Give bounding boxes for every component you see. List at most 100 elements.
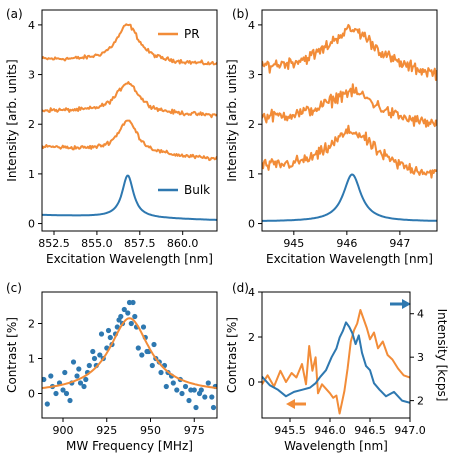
ylabel-b: Intensity [arb. units] <box>225 59 239 181</box>
ytick-label-a-3: 3 <box>28 69 35 82</box>
ytick-label-c-2: 2 <box>28 318 35 331</box>
series-line-contrast <box>262 309 410 415</box>
panel-label-a: (a) <box>6 7 23 21</box>
data-point-12 <box>74 373 80 379</box>
series-line-b-0 <box>262 23 437 81</box>
data-point-61 <box>186 397 192 404</box>
ylabel-d: Contrast [%] <box>225 317 239 393</box>
panel-label-c: (c) <box>6 281 22 295</box>
legend-label-bulk: Bulk <box>184 183 210 197</box>
data-point-23 <box>98 331 105 337</box>
data-point-35 <box>125 310 131 316</box>
panel-d: 2 3 4 Intensity [kcps] 945.5 946.0 946.5 947.0 0… <box>225 281 449 453</box>
data-point-13 <box>76 366 82 372</box>
series-line-a-3 <box>42 174 217 221</box>
panel-label-d: (d) <box>232 281 249 295</box>
ytick-label-b-4: 4 <box>248 19 255 32</box>
xtick-label-c-1: 925 <box>96 424 117 437</box>
xtick-label-a-0: 852.5 <box>38 237 70 250</box>
arrow-right-head <box>402 299 411 309</box>
data-point-0 <box>42 376 47 383</box>
series-line-b-2 <box>262 124 437 179</box>
plot-area-a <box>42 23 217 221</box>
xtick-label-b-1: 946 <box>336 237 357 250</box>
data-point-53 <box>163 383 169 390</box>
data-point-11 <box>70 359 77 365</box>
xlabel-c: MW Frequency [MHz] <box>66 439 193 453</box>
axes-frame-c <box>41 291 218 419</box>
data-point-20 <box>91 355 98 362</box>
data-point-69 <box>209 394 215 400</box>
data-point-34 <box>121 306 127 313</box>
series-line-a-0 <box>42 23 217 66</box>
ytick-label-right-1: 3 <box>417 351 424 364</box>
data-point-30 <box>114 324 120 330</box>
data-point-47 <box>149 362 155 369</box>
data-point-42 <box>139 352 145 358</box>
ytick-label-b-0: 0 <box>248 218 255 231</box>
panel-b: 945 946 947 0 1 2 3 4 Excitation Wavelength [nm]… <box>225 7 438 266</box>
data-point-39 <box>132 313 138 320</box>
xtick-label-a-1: 855.0 <box>81 237 113 250</box>
data-point-7 <box>62 369 68 376</box>
xtick-label-d-3: 947.0 <box>394 424 426 437</box>
xtick-label-c-0: 900 <box>53 424 74 437</box>
data-point-67 <box>202 394 208 400</box>
data-point-8 <box>63 390 70 397</box>
data-point-22 <box>97 352 103 358</box>
data-point-43 <box>140 324 147 330</box>
data-point-48 <box>151 341 157 348</box>
plot-area-c <box>42 299 217 411</box>
data-point-68 <box>205 380 211 386</box>
ylabel-a: Intensity [arb. units] <box>5 59 19 181</box>
data-point-2 <box>48 373 54 379</box>
series-line-intensity <box>262 321 410 404</box>
ytick-label-a-4: 4 <box>28 19 35 32</box>
data-point-66 <box>198 387 204 393</box>
legend-label-pr: PR <box>184 27 200 41</box>
xtick-label-c-2: 950 <box>140 424 161 437</box>
data-point-27 <box>107 334 113 341</box>
axes-frame-b <box>261 9 438 232</box>
data-point-4 <box>53 390 59 397</box>
data-point-51 <box>158 369 164 376</box>
data-point-18 <box>86 362 92 369</box>
series-line-b-1 <box>262 83 437 128</box>
data-point-1 <box>44 401 50 407</box>
data-point-19 <box>90 348 96 355</box>
ylabel-c: Contrast [%] <box>5 317 19 393</box>
ytick-label-a-1: 1 <box>28 168 35 181</box>
xtick-label-a-3: 860.0 <box>167 237 199 250</box>
data-point-26 <box>105 327 112 334</box>
series-line-a-1 <box>42 81 217 119</box>
data-point-64 <box>193 404 199 411</box>
data-point-70 <box>210 404 217 411</box>
ytick-label-right-2: 4 <box>417 308 424 321</box>
ytick-label-d-1: 2 <box>248 331 255 344</box>
fit-line <box>42 317 217 389</box>
xtick-label-c-3: 975 <box>184 424 205 437</box>
xtick-label-d-0: 945.5 <box>274 424 306 437</box>
panel-c: 900 925 950 975 0 1 2 MW Frequency [MHz] Contras… <box>5 281 218 453</box>
plot-area-b <box>262 23 437 222</box>
xlabel-a: Excitation Wavelength [nm] <box>46 252 213 266</box>
data-point-56 <box>170 380 176 386</box>
data-point-41 <box>135 345 141 351</box>
data-point-16 <box>83 376 89 383</box>
xtick-label-d-2: 946.5 <box>354 424 386 437</box>
axes-frame-a <box>41 9 218 232</box>
data-point-14 <box>77 380 84 386</box>
xtick-label-b-0: 945 <box>283 237 304 250</box>
arrow-left-head <box>286 399 295 409</box>
xlabel-b: Excitation Wavelength [nm] <box>266 252 433 266</box>
axes-frame-d <box>261 291 411 419</box>
series-line-b-3 <box>262 173 437 222</box>
data-point-63 <box>191 387 197 393</box>
data-point-59 <box>179 390 185 397</box>
panel-label-b: (b) <box>232 7 249 21</box>
xtick-label-a-2: 857.5 <box>124 237 156 250</box>
data-point-9 <box>67 397 73 404</box>
xlabel-d: Wavelength [nm] <box>284 439 388 453</box>
data-point-57 <box>174 387 180 393</box>
